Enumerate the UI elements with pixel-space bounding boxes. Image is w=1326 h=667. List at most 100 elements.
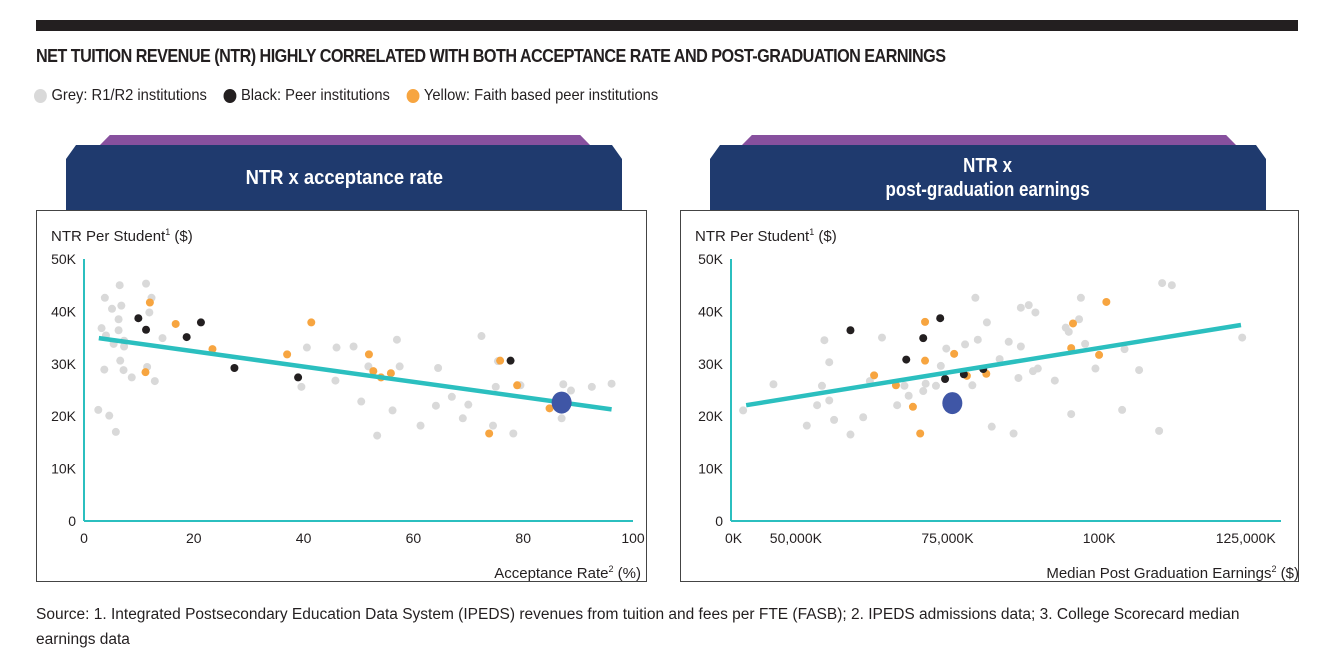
data-point-grey: [1050, 376, 1059, 385]
data-point-grey: [961, 340, 970, 349]
x-tick-label: 80: [515, 530, 531, 546]
y-tick-label: 20K: [51, 408, 77, 424]
data-point-grey: [105, 411, 114, 420]
data-point-black: [142, 325, 151, 334]
legend-label: Grey: R1/R2 institutions: [51, 87, 207, 104]
data-point-grey: [982, 318, 991, 327]
legend-item-grey: Grey: R1/R2 institutions: [34, 87, 207, 105]
data-point-grey: [769, 380, 778, 389]
y-axis-label: NTR Per Student1 ($): [51, 227, 193, 245]
data-point-yellow: [496, 356, 505, 365]
x-tick-label: 125,000K: [1216, 530, 1277, 546]
data-point-grey: [936, 361, 945, 370]
scatter-plot-acceptance: NTR Per Student1 ($) 0 10K 20K 30K 40K 50K 0 20 4…: [51, 227, 645, 582]
chart-title-line: post-graduation earnings: [885, 178, 1091, 201]
data-point-grey: [739, 406, 748, 415]
data-point-grey: [509, 429, 518, 438]
data-point-black: [506, 356, 515, 365]
y-tick-label: 30K: [698, 356, 724, 372]
data-point-grey: [1135, 366, 1144, 375]
data-point-grey: [302, 343, 311, 352]
chart-title-left: NTR x acceptance rate: [245, 166, 443, 189]
data-point-grey: [1238, 333, 1247, 342]
data-point-grey: [458, 414, 467, 423]
data-point-grey: [388, 406, 397, 415]
data-point-black: [919, 334, 928, 343]
legend-item-yellow: Yellow: Faith based peer institutions: [406, 87, 658, 105]
data-point-grey: [973, 335, 982, 344]
data-point-grey: [1016, 342, 1025, 351]
data-point-grey: [566, 386, 575, 395]
data-point-grey: [477, 332, 486, 341]
data-point-yellow: [921, 356, 930, 365]
y-tick-label: 0: [715, 513, 723, 529]
data-point-grey: [434, 363, 443, 372]
banner-accent-right: [742, 135, 1236, 145]
data-point-grey: [114, 326, 123, 335]
data-point-grey: [825, 358, 834, 367]
data-point-black: [846, 326, 855, 335]
data-point-grey: [431, 401, 440, 410]
data-point-grey: [968, 381, 977, 390]
source-note: Source: 1. Integrated Postsecondary Educ…: [36, 606, 1240, 648]
data-point-grey: [158, 334, 167, 343]
data-point-grey: [825, 396, 834, 405]
y-tick-label: 20K: [698, 408, 724, 424]
data-point-grey: [142, 279, 151, 288]
data-point-black: [230, 363, 239, 372]
x-tick-label: 20: [186, 530, 202, 546]
data-point-grey: [830, 415, 839, 424]
data-point-grey: [464, 400, 473, 409]
data-point-yellow: [545, 404, 554, 413]
scatter-plot-earnings: NTR Per Student1 ($) 0 10K 20K 30K 40K 50K 0K 50…: [695, 227, 1299, 582]
x-tick-label: 100: [621, 530, 645, 546]
data-point-grey: [357, 397, 366, 406]
y-tick-label: 40K: [698, 303, 724, 319]
data-point-grey: [1076, 293, 1085, 302]
data-point-grey: [491, 382, 500, 391]
page-title: NET TUITION REVENUE (NTR) HIGHLY CORRELA…: [36, 46, 946, 66]
data-point-grey: [921, 379, 930, 388]
chart-title-line: NTR x: [963, 154, 1013, 177]
data-point-grey: [1081, 339, 1090, 348]
data-point-yellow: [283, 350, 292, 359]
data-point-yellow: [364, 350, 373, 359]
data-point-grey: [1064, 327, 1073, 336]
data-point-grey: [931, 381, 940, 390]
banner-accent-left: [100, 135, 590, 145]
data-point-grey: [1155, 426, 1164, 435]
data-point-grey: [587, 382, 596, 391]
legend: Grey: R1/R2 institutions Black: Peer ins…: [34, 87, 658, 105]
data-point-yellow: [141, 368, 150, 377]
data-point-yellow: [145, 298, 154, 307]
data-point-grey: [392, 335, 401, 344]
data-point-grey: [489, 421, 498, 430]
x-tick-label: 50,000K: [770, 530, 823, 546]
data-point-grey: [1067, 410, 1076, 419]
chart-acceptance-rate: NTR Per Student1 ($) 0 10K 20K 30K 40K 50K 0 20 4…: [36, 210, 647, 582]
chart-post-grad-earnings: NTR Per Student1 ($) 0 10K 20K 30K 40K 50K 0K 50…: [680, 210, 1299, 582]
data-point-grey: [117, 301, 126, 310]
data-point-grey: [820, 336, 829, 345]
data-point-grey: [1031, 308, 1040, 317]
x-axis-label: Acceptance Rate2 (%): [494, 564, 641, 582]
trendline: [98, 335, 612, 412]
data-point-grey: [1009, 429, 1018, 438]
data-point-grey: [1024, 301, 1033, 310]
data-point-grey: [817, 381, 826, 390]
data-point-yellow: [1095, 350, 1104, 359]
data-point-grey: [1014, 373, 1023, 382]
data-point-grey: [557, 414, 566, 423]
y-tick-label: 10K: [698, 461, 724, 477]
data-point-grey: [900, 381, 909, 390]
data-point-grey: [111, 427, 120, 436]
y-tick-label: 50K: [698, 251, 724, 267]
data-point-grey: [802, 421, 811, 430]
data-point-grey: [813, 401, 822, 410]
data-point-yellow: [916, 429, 925, 438]
chart-banner-left: NTR x acceptance rate: [66, 145, 622, 210]
data-point-grey: [1091, 364, 1100, 373]
data-point-yellow: [171, 319, 180, 328]
chart-title-right: NTR x post-graduation earnings: [877, 154, 1099, 202]
data-point-grey: [846, 430, 855, 439]
